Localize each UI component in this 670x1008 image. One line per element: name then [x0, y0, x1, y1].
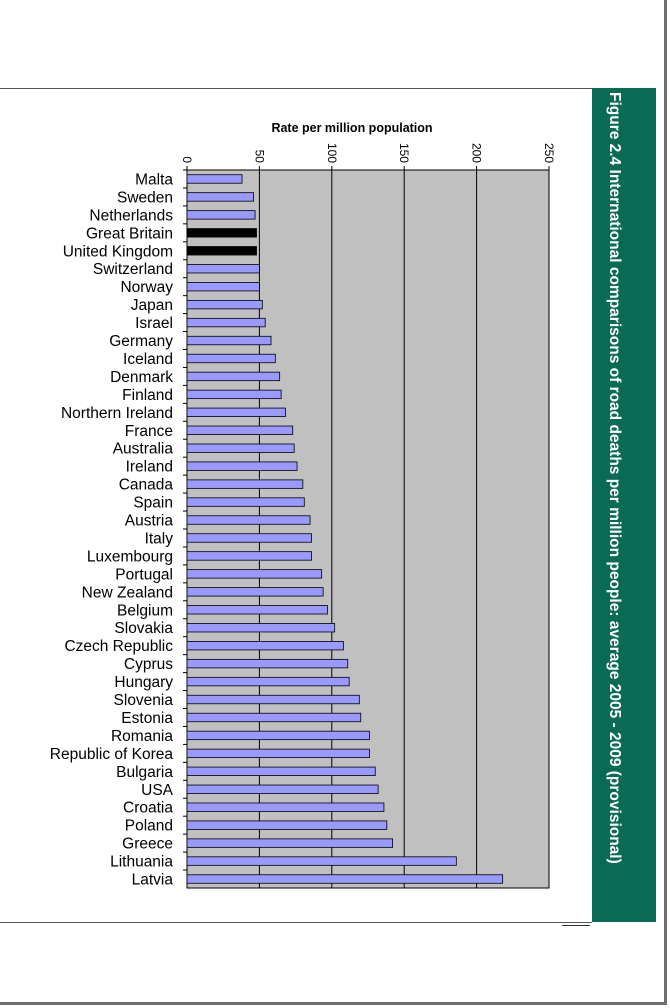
- category-label: USA: [141, 782, 174, 799]
- category-label: Ireland: [126, 459, 173, 476]
- bar: [186, 676, 350, 687]
- category-label: Netherlands: [89, 207, 173, 224]
- top-rule: [0, 88, 592, 89]
- bar: [186, 174, 243, 184]
- category-label: Norway: [120, 279, 173, 296]
- bar: [186, 784, 379, 794]
- category-label: United Kingdom: [63, 243, 173, 260]
- category-label: Sweden: [117, 189, 173, 206]
- bar: [186, 497, 305, 507]
- bar: [186, 569, 323, 579]
- bar: [186, 820, 388, 830]
- category-label: Luxembourg: [87, 548, 173, 565]
- figure-title: Figure 2.4 International comparisons of …: [606, 92, 623, 864]
- category-label: Finland: [122, 387, 173, 404]
- highlighted-bar: [186, 228, 257, 238]
- bar: [186, 551, 312, 561]
- figure-title-band: Figure 2.4 International comparisons of …: [592, 88, 656, 922]
- bar: [186, 371, 281, 382]
- x-tick-label: 100: [325, 143, 339, 163]
- plot-background: [186, 169, 550, 889]
- bar: [186, 641, 344, 651]
- category-label: Germany: [109, 333, 173, 350]
- x-tick-label: 50: [252, 150, 266, 164]
- category-label: Japan: [131, 297, 173, 314]
- bottom-rule: [0, 922, 592, 923]
- category-label: Great Britain: [86, 225, 173, 242]
- category-label: Belgium: [117, 602, 173, 619]
- category-label: Republic of Korea: [50, 746, 174, 763]
- x-tick-label: 0: [180, 156, 194, 163]
- category-label: Cyprus: [124, 656, 173, 673]
- bar: [186, 407, 286, 417]
- category-label: Malta: [135, 171, 173, 188]
- bar: [186, 712, 362, 723]
- category-label: Israel: [135, 315, 173, 332]
- bar: [186, 515, 311, 525]
- bar: [186, 210, 256, 220]
- category-label: Australia: [113, 441, 174, 458]
- category-label: Bulgaria: [116, 764, 173, 781]
- bar: [186, 533, 312, 543]
- bar: [186, 443, 295, 453]
- category-label: Denmark: [110, 369, 173, 386]
- category-label: Latvia: [132, 872, 174, 889]
- category-label: Italy: [145, 530, 174, 547]
- bar: [186, 317, 266, 328]
- bar: [186, 658, 349, 669]
- bar: [186, 605, 328, 615]
- category-label: Czech Republic: [64, 638, 173, 655]
- category-label: Slovakia: [114, 620, 173, 637]
- category-label: Greece: [122, 836, 173, 853]
- category-label: Lithuania: [110, 854, 173, 871]
- bar: [186, 299, 263, 310]
- category-label: Spain: [133, 495, 173, 512]
- bar: [186, 425, 294, 435]
- category-label: Switzerland: [93, 261, 173, 278]
- bar: [186, 694, 360, 705]
- category-label: Portugal: [115, 566, 173, 583]
- category-label: Slovenia: [114, 692, 174, 709]
- x-axis-title: Rate per million population: [271, 121, 432, 135]
- bar: [186, 389, 282, 400]
- x-tick-label: 150: [397, 143, 411, 163]
- bar: [186, 353, 276, 364]
- bar: [186, 838, 394, 848]
- bar: [186, 874, 504, 884]
- category-label: Estonia: [121, 710, 173, 727]
- plot-area: 0 50 100 150 200 250MaltaSwedenNetherlandsGre…: [50, 143, 556, 889]
- bar: [186, 802, 385, 812]
- bar: [186, 623, 336, 633]
- category-label: Northern Ireland: [61, 405, 173, 422]
- category-label: Austria: [125, 513, 174, 530]
- category-label: Hungary: [114, 674, 173, 691]
- bar: [186, 479, 304, 489]
- bar: [186, 264, 260, 274]
- bar-chart: Rate per million population 0 50 100 150 200…: [50, 121, 556, 889]
- x-tick-label: 200: [470, 143, 484, 163]
- category-label: Romania: [111, 728, 173, 745]
- category-label: New Zealand: [82, 584, 173, 601]
- category-label: Croatia: [123, 800, 173, 817]
- highlighted-bar: [186, 246, 257, 256]
- category-label: Canada: [119, 477, 174, 494]
- bottom-tick-mark: [562, 925, 590, 926]
- bar: [186, 748, 370, 759]
- bar: [186, 282, 260, 292]
- bar: [186, 730, 370, 741]
- x-tick-label: 250: [542, 143, 556, 163]
- bar: [186, 587, 324, 597]
- category-label: Poland: [125, 818, 173, 835]
- bar: [186, 335, 272, 346]
- bar: [186, 856, 457, 866]
- category-label: Iceland: [123, 351, 173, 368]
- category-label: France: [125, 423, 173, 440]
- bar: [186, 192, 255, 202]
- bar: [186, 461, 298, 471]
- bar: [186, 766, 376, 776]
